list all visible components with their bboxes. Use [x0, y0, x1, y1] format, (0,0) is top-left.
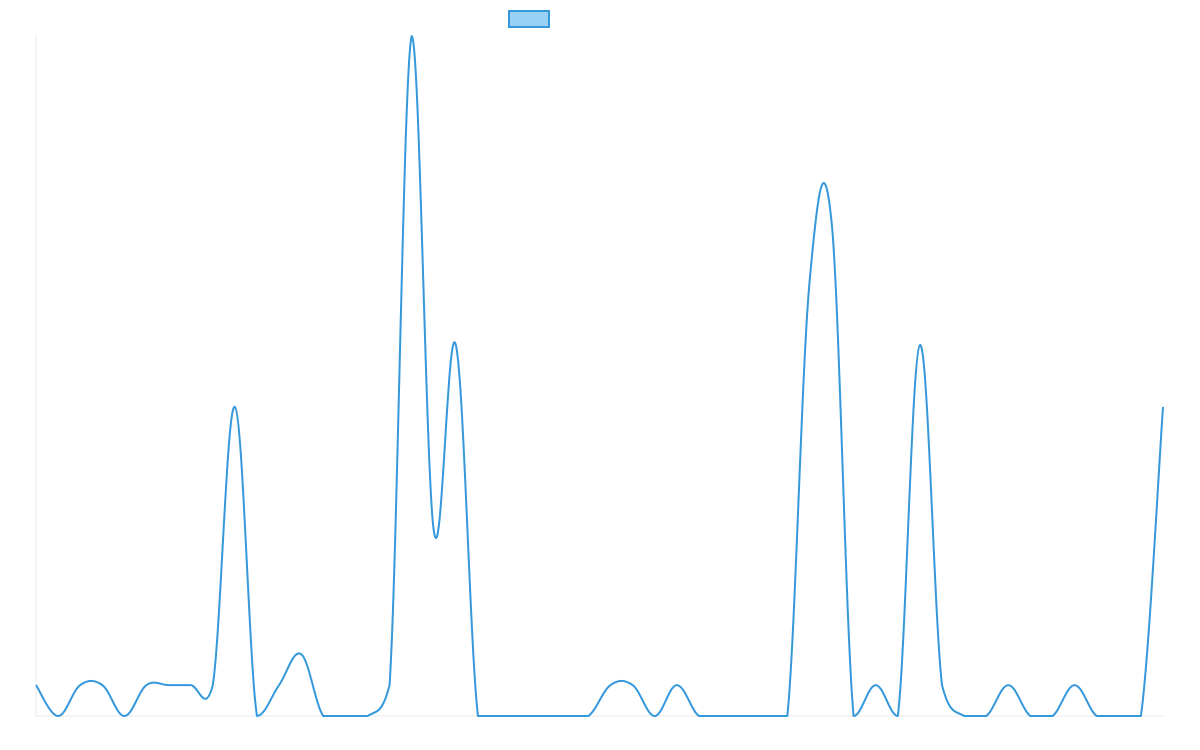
data-point-37[interactable]: [851, 713, 857, 719]
data-point-17[interactable]: [409, 33, 415, 39]
data-point-46[interactable]: [1050, 713, 1056, 719]
data-point-25[interactable]: [585, 713, 591, 719]
data-point-6[interactable]: [166, 682, 172, 688]
data-point-14[interactable]: [342, 713, 348, 719]
data-point-10[interactable]: [254, 713, 260, 719]
data-point-7[interactable]: [188, 682, 194, 688]
data-point-30[interactable]: [696, 713, 702, 719]
data-point-22[interactable]: [519, 713, 525, 719]
data-point-0[interactable]: [33, 682, 39, 688]
data-point-12[interactable]: [298, 651, 304, 657]
data-point-23[interactable]: [541, 713, 547, 719]
data-point-15[interactable]: [364, 713, 370, 719]
data-point-26[interactable]: [608, 682, 614, 688]
data-point-34[interactable]: [784, 713, 790, 719]
data-point-20[interactable]: [475, 713, 481, 719]
data-point-42[interactable]: [961, 713, 967, 719]
data-point-2[interactable]: [77, 682, 83, 688]
data-point-36[interactable]: [829, 218, 835, 224]
data-point-1[interactable]: [55, 713, 61, 719]
data-point-4[interactable]: [121, 713, 127, 719]
data-point-38[interactable]: [873, 682, 879, 688]
data-point-44[interactable]: [1005, 682, 1011, 688]
data-point-9[interactable]: [232, 404, 238, 410]
data-point-3[interactable]: [99, 682, 105, 688]
data-point-43[interactable]: [983, 713, 989, 719]
data-point-16[interactable]: [387, 682, 393, 688]
data-point-35[interactable]: [806, 280, 812, 286]
legend-swatch[interactable]: [508, 10, 550, 28]
data-point-32[interactable]: [740, 713, 746, 719]
data-point-8[interactable]: [210, 682, 216, 688]
series-layer: [33, 33, 1166, 719]
data-point-27[interactable]: [630, 682, 636, 688]
data-point-50[interactable]: [1138, 713, 1144, 719]
data-point-19[interactable]: [453, 342, 459, 348]
data-point-48[interactable]: [1094, 713, 1100, 719]
data-point-31[interactable]: [718, 713, 724, 719]
data-point-49[interactable]: [1116, 713, 1122, 719]
data-point-41[interactable]: [939, 682, 945, 688]
series-line-0: [35, 35, 1164, 717]
data-point-11[interactable]: [276, 682, 282, 688]
data-point-21[interactable]: [497, 713, 503, 719]
data-point-45[interactable]: [1027, 713, 1033, 719]
data-point-13[interactable]: [320, 713, 326, 719]
data-point-39[interactable]: [895, 713, 901, 719]
data-point-40[interactable]: [917, 342, 923, 348]
data-point-47[interactable]: [1072, 682, 1078, 688]
data-point-28[interactable]: [652, 713, 658, 719]
data-point-33[interactable]: [762, 713, 768, 719]
data-point-24[interactable]: [563, 713, 569, 719]
data-point-51[interactable]: [1160, 404, 1166, 410]
data-point-29[interactable]: [674, 682, 680, 688]
data-point-5[interactable]: [143, 682, 149, 688]
data-point-18[interactable]: [431, 528, 437, 534]
